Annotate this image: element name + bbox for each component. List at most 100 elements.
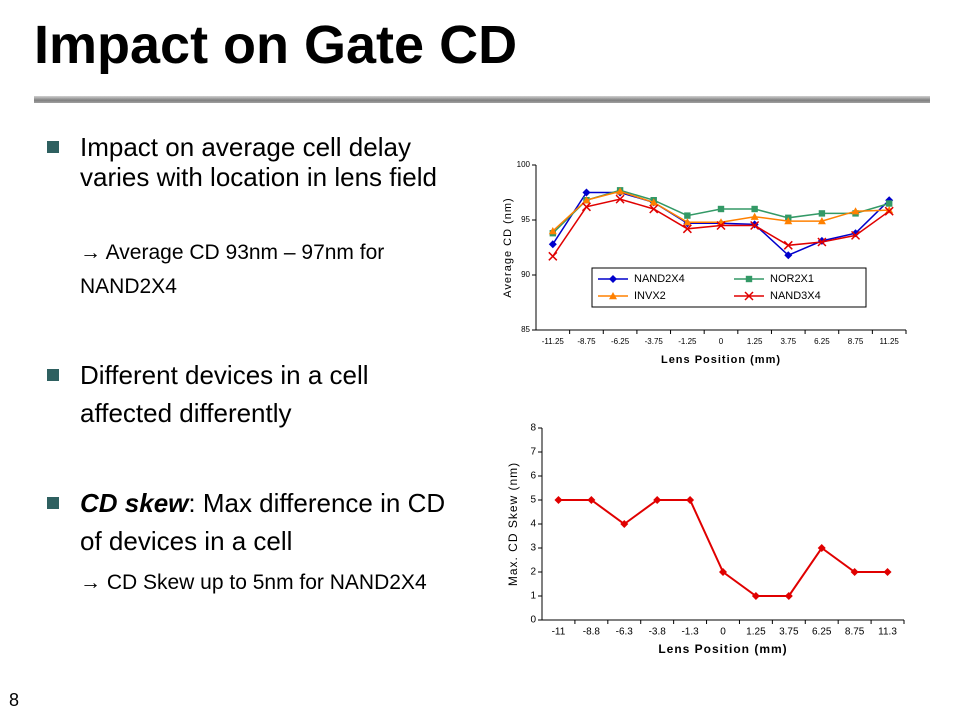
bullet-text: Different devices in a cell affected dif… — [80, 360, 369, 428]
marker — [884, 206, 894, 216]
legend-marker — [744, 291, 754, 301]
legend-marker — [745, 275, 753, 283]
x-tick-label: -11 — [552, 627, 566, 638]
slide-title: Impact on Gate CD — [34, 15, 518, 75]
marker — [548, 227, 557, 235]
marker — [653, 496, 662, 504]
marker — [616, 187, 625, 195]
x-tick-label: -1.25 — [678, 337, 697, 346]
bullet-square — [47, 497, 59, 509]
marker — [751, 205, 758, 213]
x-axis-title: Lens Position (mm) — [658, 642, 787, 656]
marker — [686, 496, 695, 504]
bullet-lead: CD skew — [80, 488, 189, 518]
marker — [783, 240, 793, 250]
bullet: Impact on average cell delay varies with… — [47, 132, 440, 192]
marker — [817, 544, 826, 552]
marker — [817, 217, 826, 225]
x-tick-label: 1.25 — [746, 627, 766, 638]
x-tick-label: -6.3 — [616, 627, 634, 638]
marker — [750, 220, 760, 231]
y-axis-title: Average CD (nm) — [502, 197, 514, 297]
marker — [818, 210, 826, 217]
marker — [581, 202, 591, 212]
x-tick-label: 3.75 — [780, 337, 796, 346]
y-tick-label: 1 — [530, 591, 536, 602]
legend-label: NAND3X4 — [770, 290, 821, 302]
marker — [885, 200, 893, 207]
marker — [717, 205, 725, 213]
x-tick-label: 8.75 — [845, 627, 865, 638]
x-axis-title: Lens Position (mm) — [661, 354, 781, 366]
legend-label: INVX2 — [634, 290, 666, 302]
y-tick-label: 8 — [530, 423, 536, 434]
y-tick-label: 95 — [521, 215, 530, 224]
marker — [620, 520, 629, 528]
x-tick-label: -8.75 — [577, 337, 596, 346]
bullet: Different devices in a cell affected dif… — [47, 356, 440, 432]
marker — [548, 240, 557, 249]
sub-bullet: → Average CD 93nm – 97nm for NAND2X4 — [80, 241, 385, 298]
series-line — [558, 499, 888, 597]
marker — [850, 568, 859, 576]
marker — [683, 218, 692, 226]
marker — [817, 237, 827, 247]
x-tick-label: 6.25 — [814, 337, 830, 346]
x-tick-label: 11.3 — [878, 627, 897, 638]
x-tick-label: 0 — [719, 337, 724, 346]
y-axis-title: Max. CD Skew (nm) — [506, 462, 520, 586]
marker — [719, 568, 727, 576]
bullet-square — [47, 369, 59, 381]
x-tick-label: -3.8 — [649, 627, 667, 638]
x-tick-label: 8.75 — [848, 337, 864, 346]
marker — [784, 217, 793, 225]
legend-marker — [609, 292, 617, 300]
y-tick-label: 7 — [530, 447, 536, 458]
marker — [883, 568, 892, 576]
y-tick-label: 4 — [530, 519, 536, 530]
x-tick-label: -8.8 — [583, 627, 601, 638]
marker — [851, 207, 860, 215]
y-tick-label: 3 — [530, 543, 536, 554]
y-tick-label: 0 — [530, 615, 536, 626]
bullet-text: Impact on average cell delay varies with… — [80, 132, 437, 192]
title-rule — [34, 96, 930, 103]
bullet: CD skew: Max difference in CD of devices… — [47, 484, 450, 560]
marker — [750, 212, 759, 220]
x-tick-label: 1.25 — [747, 337, 763, 346]
legend-label: NOR2X1 — [770, 273, 814, 285]
marker — [784, 592, 793, 600]
sub-bullet: → CD Skew up to 5nm for NAND2X4 — [80, 571, 427, 594]
marker — [751, 592, 760, 600]
x-tick-label: 11.25 — [879, 337, 899, 346]
marker — [649, 198, 658, 206]
marker — [851, 230, 861, 240]
bullet-square — [47, 141, 59, 153]
x-tick-label: -3.75 — [645, 337, 664, 346]
marker — [582, 188, 591, 197]
x-tick-label: -6.25 — [611, 337, 630, 346]
marker — [684, 212, 691, 219]
marker — [548, 251, 558, 261]
legend-label: NAND2X4 — [634, 273, 685, 285]
marker — [716, 220, 726, 231]
y-tick-label: 5 — [530, 495, 536, 506]
x-tick-label: -11.25 — [542, 337, 565, 346]
marker — [885, 206, 894, 214]
x-tick-label: 6.25 — [812, 627, 832, 638]
page-number: 8 — [9, 690, 20, 710]
marker — [615, 194, 625, 204]
x-tick-label: 0 — [720, 627, 726, 638]
marker — [682, 224, 692, 234]
x-tick-label: -1.3 — [681, 627, 699, 638]
y-tick-label: 6 — [530, 471, 536, 482]
bullet-text: : Max difference in CD of devices in a c… — [80, 488, 446, 556]
y-tick-label: 90 — [521, 270, 530, 279]
marker — [587, 496, 596, 504]
x-tick-label: 3.75 — [779, 627, 799, 638]
marker — [649, 204, 659, 214]
marker — [784, 251, 793, 260]
legend-box — [591, 267, 867, 308]
